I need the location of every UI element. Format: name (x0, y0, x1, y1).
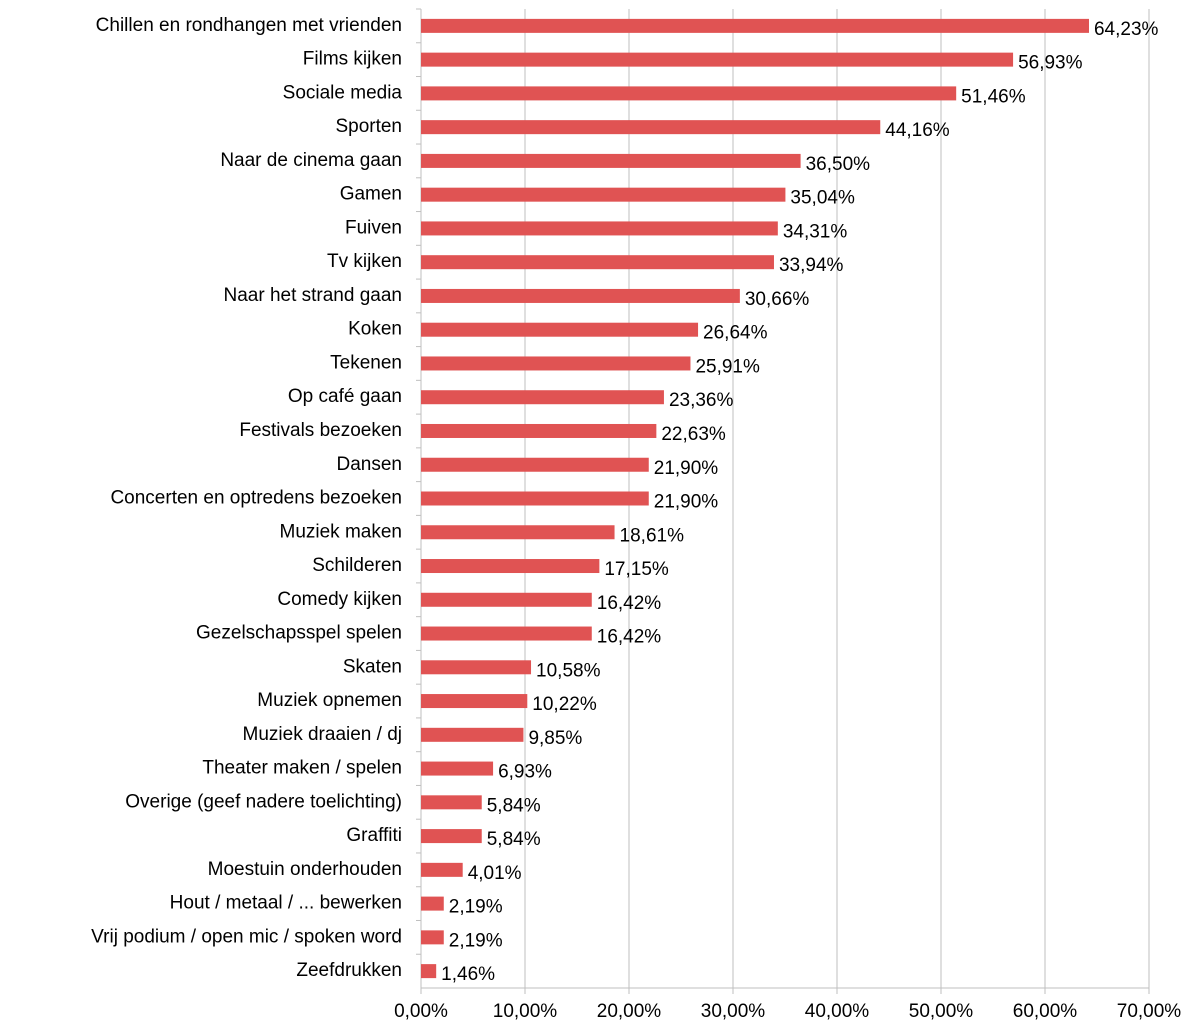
bar (421, 727, 524, 742)
bar (421, 18, 1089, 33)
x-tick-label: 0,00% (394, 1001, 448, 1022)
data-label: 30,66% (745, 289, 810, 310)
bar (421, 626, 592, 641)
bar (421, 930, 444, 945)
bar (421, 964, 437, 979)
y-tick-label: Koken (348, 319, 402, 340)
data-label: 6,93% (498, 762, 552, 783)
y-tick-label: Fuiven (345, 217, 402, 238)
x-tick-label: 20,00% (597, 1001, 662, 1022)
y-tick-label: Hout / metaal / ... bewerken (170, 893, 402, 914)
bar (421, 862, 463, 877)
data-label: 51,46% (961, 86, 1026, 107)
bar (421, 761, 494, 776)
data-label: 25,91% (695, 356, 760, 377)
bar (421, 187, 786, 202)
y-tick-label: Sociale media (283, 82, 403, 103)
data-label: 23,36% (669, 390, 734, 411)
bar (421, 423, 657, 438)
data-label: 44,16% (885, 120, 950, 141)
bar (421, 86, 957, 101)
bar (421, 120, 881, 135)
y-tick-label: Moestuin onderhouden (208, 859, 402, 880)
bar (421, 288, 740, 303)
y-tick-label: Naar de cinema gaan (220, 150, 402, 171)
y-tick-label: Skaten (343, 656, 402, 677)
y-tick-label: Vrij podium / open mic / spoken word (91, 926, 402, 947)
bar (421, 356, 691, 371)
data-label: 2,19% (449, 897, 503, 918)
y-tick-label: Films kijken (303, 49, 402, 70)
y-tick-label: Gezelschapsspel spelen (196, 623, 402, 644)
x-tick-label: 30,00% (701, 1001, 766, 1022)
bar (421, 52, 1014, 67)
data-label: 22,63% (661, 424, 726, 445)
y-tick-label: Zeefdrukken (296, 960, 402, 981)
data-label: 21,90% (654, 458, 719, 479)
y-tick-label: Sporten (335, 116, 402, 137)
y-tick-label: Schilderen (312, 555, 402, 576)
data-label: 5,84% (487, 795, 541, 816)
bar (421, 694, 528, 709)
bar (421, 221, 778, 236)
data-label: 56,93% (1018, 53, 1083, 74)
bar (421, 660, 532, 675)
data-label: 18,61% (620, 525, 685, 546)
data-label: 17,15% (604, 559, 669, 580)
bar (421, 896, 444, 911)
x-tick-label: 40,00% (805, 1001, 870, 1022)
bar (421, 390, 664, 405)
data-label: 2,19% (449, 930, 503, 951)
bar (421, 795, 482, 810)
data-label: 26,64% (703, 323, 768, 344)
x-tick-label: 70,00% (1117, 1001, 1182, 1022)
bar (421, 255, 774, 270)
y-tick-label: Comedy kijken (277, 589, 402, 610)
data-label: 5,84% (487, 829, 541, 850)
data-label: 21,90% (654, 492, 719, 513)
y-tick-label: Concerten en optredens bezoeken (110, 488, 402, 509)
bar (421, 491, 649, 506)
y-tick-label: Naar het strand gaan (223, 285, 402, 306)
y-tick-label: Overige (geef nadere toelichting) (125, 791, 402, 812)
bar (421, 592, 592, 607)
y-tick-label: Tekenen (330, 352, 402, 373)
y-tick-label: Dansen (337, 454, 403, 475)
data-label: 34,31% (783, 221, 848, 242)
y-tick-label: Graffiti (346, 825, 402, 846)
bar (421, 829, 482, 844)
bar (421, 559, 600, 574)
bar (421, 322, 699, 337)
y-tick-label: Muziek opnemen (257, 690, 402, 711)
data-label: 9,85% (528, 728, 582, 749)
bar (421, 457, 649, 472)
y-tick-label: Op café gaan (288, 386, 402, 407)
y-tick-label: Festivals bezoeken (239, 420, 402, 441)
y-tick-label: Theater maken / spelen (202, 758, 402, 779)
y-tick-label: Chillen en rondhangen met vrienden (96, 15, 402, 36)
y-tick-label: Tv kijken (327, 251, 402, 272)
data-label: 10,22% (532, 694, 597, 715)
y-tick-label: Gamen (340, 184, 402, 205)
data-label: 16,42% (597, 593, 662, 614)
data-label: 64,23% (1094, 19, 1159, 40)
data-label: 1,46% (441, 964, 495, 985)
data-label: 16,42% (597, 627, 662, 648)
data-label: 35,04% (790, 188, 855, 209)
data-label: 4,01% (468, 863, 522, 884)
data-label: 33,94% (779, 255, 844, 276)
bar (421, 525, 615, 540)
y-tick-label: Muziek maken (280, 521, 403, 542)
x-tick-label: 50,00% (909, 1001, 974, 1022)
x-tick-label: 60,00% (1013, 1001, 1078, 1022)
data-label: 36,50% (806, 154, 871, 175)
y-tick-label: Muziek draaien / dj (243, 724, 402, 745)
x-tick-label: 10,00% (493, 1001, 558, 1022)
data-label: 10,58% (536, 660, 601, 681)
bar (421, 153, 801, 168)
